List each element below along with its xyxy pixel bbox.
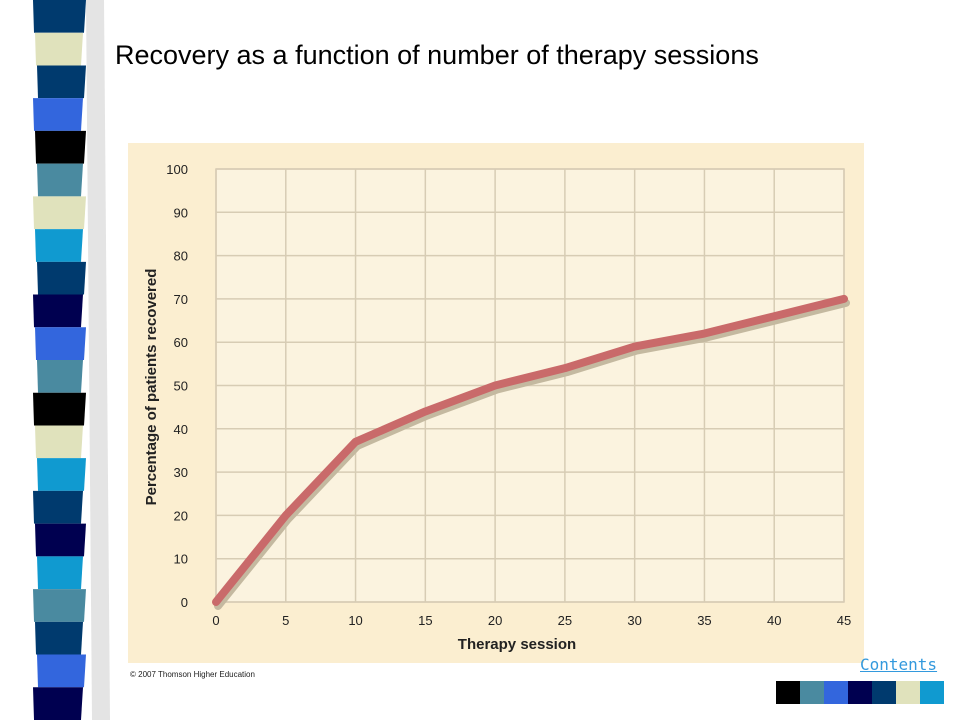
stripe-block (33, 687, 83, 720)
x-tick-label: 15 (418, 613, 432, 628)
stripe-block (35, 523, 86, 557)
stripe-block (35, 32, 83, 66)
data-point (561, 364, 569, 372)
data-points (212, 295, 848, 606)
series-line (212, 294, 848, 606)
y-tick-label: 100 (166, 162, 188, 177)
y-tick-label: 60 (174, 335, 188, 350)
decorative-stripe (0, 0, 110, 720)
y-axis-label: Percentage of patients recovered (143, 269, 160, 506)
decor-square (896, 681, 920, 704)
stripe-block (35, 130, 86, 164)
stripe-block (35, 621, 83, 655)
stripe-block (37, 163, 83, 197)
y-tick-label: 40 (174, 422, 188, 437)
stripe-block (37, 654, 86, 688)
stripe-block (37, 360, 83, 393)
x-tick-label: 45 (837, 613, 851, 628)
decorative-squares (776, 681, 944, 704)
y-tick-label: 90 (174, 205, 188, 220)
x-axis-label: Therapy session (458, 636, 576, 653)
line-chart: 0 10 20 30 40 50 60 70 80 90 100 0 5 10 15 20 25 30 35 40 4… (128, 143, 864, 663)
decor-square (872, 681, 896, 704)
x-tick-label: 10 (348, 613, 362, 628)
chart-grid (215, 168, 845, 603)
stripe-block (35, 425, 83, 459)
decor-square (848, 681, 872, 704)
stripe-block (33, 392, 86, 426)
data-point (840, 295, 848, 303)
decor-square (824, 681, 848, 704)
y-tick-label: 80 (174, 249, 188, 264)
stripe-block (37, 458, 86, 491)
x-tick-label: 20 (488, 613, 502, 628)
stripe-block (33, 0, 86, 33)
stripe-shadow (86, 0, 110, 720)
stripe-block (37, 65, 86, 99)
decor-square (920, 681, 944, 704)
data-point (700, 330, 708, 338)
decor-square (800, 681, 824, 704)
y-tick-label: 50 (174, 379, 188, 394)
series-line-shadow (214, 298, 850, 610)
data-point (282, 511, 290, 519)
x-tick-labels: 0 5 10 15 20 25 30 35 40 45 (212, 613, 851, 628)
stripe-block (37, 556, 83, 590)
data-point (352, 438, 360, 446)
decor-square (776, 681, 800, 704)
stripe-block (35, 229, 83, 262)
data-point (421, 407, 429, 415)
contents-link[interactable]: Contents (860, 655, 938, 674)
data-point (491, 382, 499, 389)
stripe-block (33, 294, 83, 328)
y-tick-labels: 0 10 20 30 40 50 60 70 80 90 100 (166, 162, 188, 610)
stripe-block (33, 589, 86, 622)
stripe-block (35, 327, 86, 360)
x-tick-label: 0 (212, 613, 219, 628)
slide-title: Recovery as a function of number of ther… (115, 40, 759, 70)
stripe-block (33, 98, 83, 131)
y-tick-label: 30 (174, 465, 188, 480)
stripe-block (37, 261, 86, 295)
y-tick-label: 10 (174, 552, 188, 567)
x-tick-label: 40 (767, 613, 781, 628)
data-point (770, 312, 778, 320)
y-tick-label: 70 (174, 292, 188, 307)
x-tick-label: 5 (282, 613, 289, 628)
x-tick-label: 35 (697, 613, 711, 628)
y-tick-label: 0 (181, 595, 188, 610)
y-tick-label: 20 (174, 508, 188, 523)
data-point (631, 343, 639, 351)
stripe-block (33, 490, 83, 524)
data-point (212, 598, 220, 606)
x-tick-label: 25 (558, 613, 572, 628)
stripe-block (33, 196, 86, 230)
x-tick-label: 30 (627, 613, 641, 628)
copyright-notice: © 2007 Thomson Higher Education (130, 670, 255, 679)
